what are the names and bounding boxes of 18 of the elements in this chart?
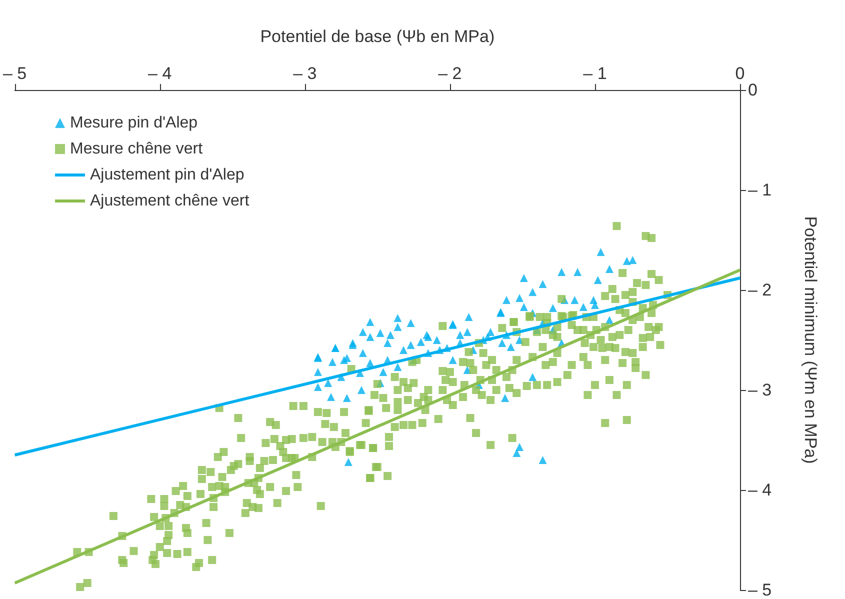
legend-label: Ajustement chêne vert <box>90 192 250 210</box>
legend-label: Ajustement pin d'Alep <box>90 166 244 184</box>
x-axis-title: Potentiel de base (Ψb en MPa) <box>260 27 495 46</box>
y-axis-title: Potentiel minimum (Ψm en MPa) <box>801 216 820 464</box>
y-tick-label: – 5 <box>748 580 772 599</box>
y-tick-label: 0 <box>748 80 758 100</box>
y-tick-label: – 4 <box>748 480 772 500</box>
y-tick-label: – 1 <box>748 180 772 200</box>
x-tick-label: – 3 <box>293 64 317 83</box>
x-tick-label: – 2 <box>438 64 462 83</box>
y-tick-label: – 2 <box>748 280 772 300</box>
y-tick-label: – 3 <box>748 380 772 400</box>
legend-label: Mesure pin d'Alep <box>70 114 198 132</box>
legend-label: Mesure chêne vert <box>70 140 204 158</box>
x-tick-label: – 5 <box>2 64 27 83</box>
x-tick-label: – 4 <box>148 64 172 83</box>
x-tick-label: – 1 <box>583 64 607 83</box>
x-tick-label: 0 <box>735 64 745 83</box>
